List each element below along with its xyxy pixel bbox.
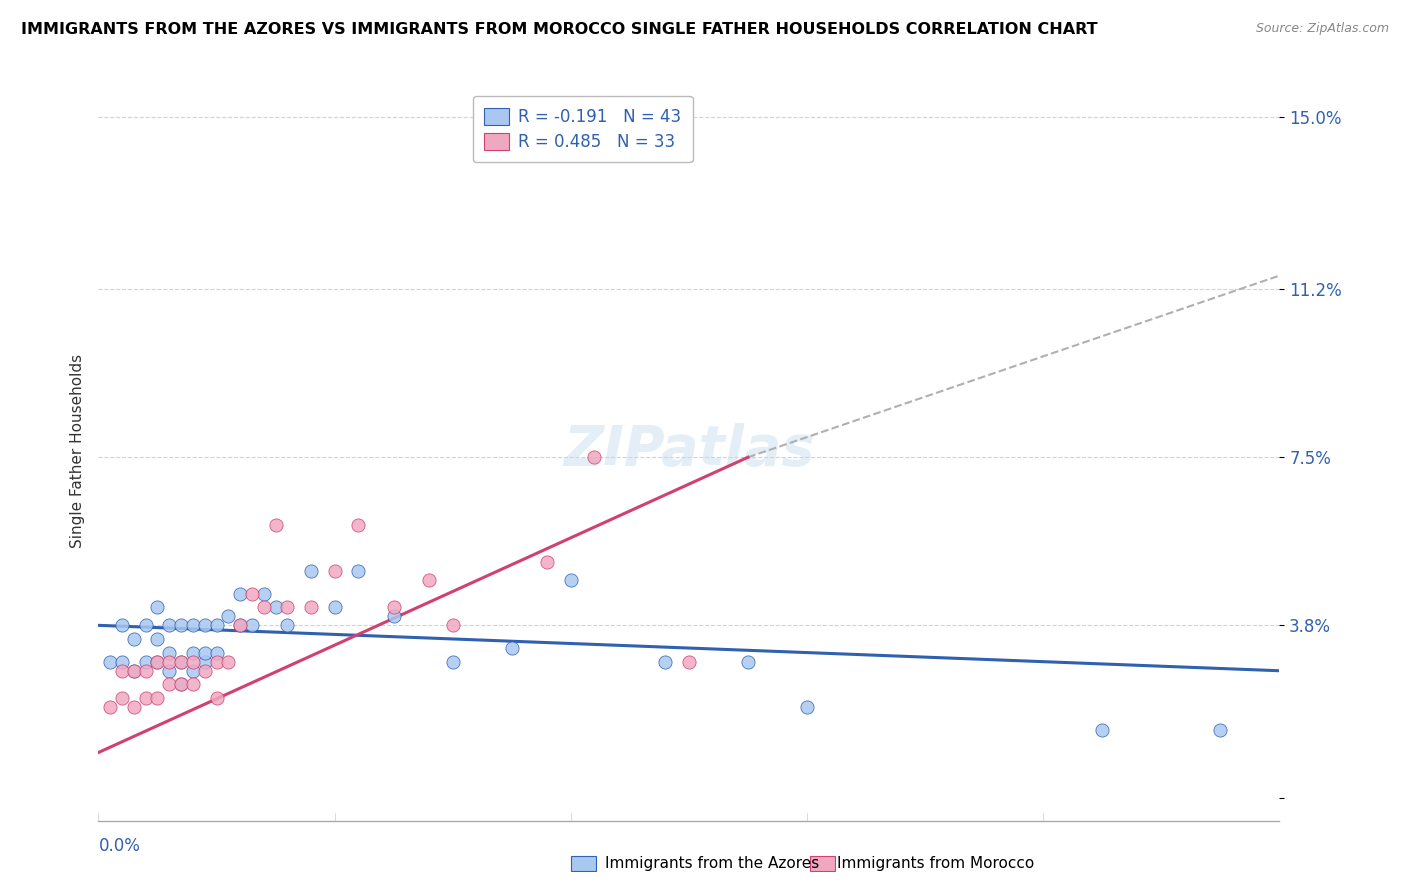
Point xyxy=(441,655,464,669)
Point xyxy=(111,691,134,706)
Point xyxy=(181,664,204,678)
Point xyxy=(654,655,676,669)
Point xyxy=(253,586,276,600)
Point xyxy=(323,564,346,578)
Point xyxy=(122,700,145,714)
Point xyxy=(560,573,582,587)
Point xyxy=(181,655,204,669)
Point xyxy=(170,677,193,691)
Point xyxy=(135,655,157,669)
Point xyxy=(181,677,204,691)
Point xyxy=(181,618,204,632)
Point xyxy=(299,564,322,578)
Point xyxy=(194,618,217,632)
Bar xyxy=(810,856,835,871)
Point xyxy=(347,564,370,578)
Point xyxy=(240,586,263,600)
Text: ZIPatlas: ZIPatlas xyxy=(564,424,814,477)
Point xyxy=(111,664,134,678)
Point xyxy=(583,450,606,465)
Point xyxy=(678,655,700,669)
Point xyxy=(1209,723,1232,737)
Point xyxy=(98,655,121,669)
Point xyxy=(536,555,558,569)
Point xyxy=(205,646,228,660)
Point xyxy=(146,655,169,669)
Text: Immigrants from the Azores: Immigrants from the Azores xyxy=(605,856,818,871)
Point xyxy=(98,700,121,714)
Point xyxy=(181,646,204,660)
Point xyxy=(194,646,217,660)
Point xyxy=(170,655,193,669)
Y-axis label: Single Father Households: Single Father Households xyxy=(69,353,84,548)
Point xyxy=(264,518,287,533)
Point xyxy=(122,632,145,646)
Text: Immigrants from Morocco: Immigrants from Morocco xyxy=(837,856,1033,871)
Point xyxy=(157,664,180,678)
Point xyxy=(299,600,322,615)
Point xyxy=(323,600,346,615)
Point xyxy=(441,618,464,632)
Point xyxy=(418,573,440,587)
Point xyxy=(135,691,157,706)
Point xyxy=(170,618,193,632)
Point xyxy=(1091,723,1114,737)
Point xyxy=(382,609,405,624)
Point xyxy=(170,655,193,669)
Point xyxy=(253,600,276,615)
Point xyxy=(135,664,157,678)
Point xyxy=(157,618,180,632)
Point xyxy=(146,691,169,706)
Point xyxy=(205,691,228,706)
Point xyxy=(122,664,145,678)
Point xyxy=(229,586,252,600)
Point xyxy=(217,655,239,669)
Point xyxy=(205,655,228,669)
Point xyxy=(194,655,217,669)
Point xyxy=(111,618,134,632)
Point xyxy=(157,655,180,669)
Point xyxy=(347,518,370,533)
Point xyxy=(146,600,169,615)
Point xyxy=(382,600,405,615)
Point xyxy=(264,600,287,615)
Point xyxy=(170,677,193,691)
Point xyxy=(122,664,145,678)
Point xyxy=(737,655,759,669)
Point xyxy=(146,655,169,669)
Point xyxy=(796,700,818,714)
Point xyxy=(229,618,252,632)
Point xyxy=(194,664,217,678)
Text: 0.0%: 0.0% xyxy=(98,837,141,855)
Point xyxy=(276,600,298,615)
Point xyxy=(135,618,157,632)
Point xyxy=(157,677,180,691)
Text: Source: ZipAtlas.com: Source: ZipAtlas.com xyxy=(1256,22,1389,36)
Bar xyxy=(571,856,596,871)
Point xyxy=(205,618,228,632)
Point xyxy=(501,641,523,656)
Point xyxy=(157,646,180,660)
Point xyxy=(240,618,263,632)
Point xyxy=(229,618,252,632)
Point xyxy=(217,609,239,624)
Point xyxy=(111,655,134,669)
Text: IMMIGRANTS FROM THE AZORES VS IMMIGRANTS FROM MOROCCO SINGLE FATHER HOUSEHOLDS C: IMMIGRANTS FROM THE AZORES VS IMMIGRANTS… xyxy=(21,22,1098,37)
Legend: R = -0.191   N = 43, R = 0.485   N = 33: R = -0.191 N = 43, R = 0.485 N = 33 xyxy=(472,96,693,162)
Point xyxy=(276,618,298,632)
Point xyxy=(146,632,169,646)
